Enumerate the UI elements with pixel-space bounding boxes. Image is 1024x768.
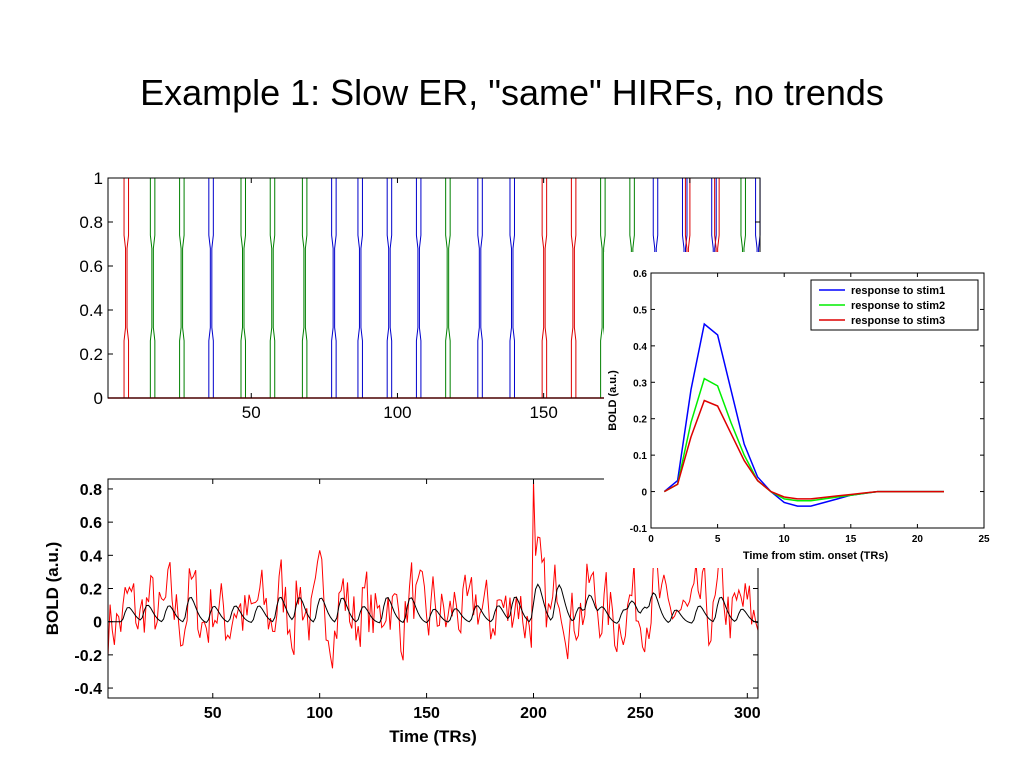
y-tick-label: 0 <box>93 615 102 632</box>
stimulus-spike <box>445 178 451 398</box>
inset-x-axis-label: Time from stim. onset (TRs) <box>743 550 889 562</box>
inset-y-axis-label: BOLD (a.u.) <box>607 370 619 431</box>
y-tick-label: 0.4 <box>80 548 102 565</box>
bold-series-group <box>108 480 758 669</box>
stimulus-spike <box>570 178 577 398</box>
y-tick-label: 0.6 <box>79 257 103 276</box>
stimulus-spike <box>269 178 276 398</box>
x-tick-label: 10 <box>779 534 791 545</box>
y-tick-label: 0.2 <box>633 415 647 426</box>
stimulus-spike <box>301 178 308 398</box>
y-tick-label: 0.3 <box>633 378 647 389</box>
y-tick-label: 0.5 <box>633 305 647 316</box>
y-tick-label: -0.4 <box>74 681 102 698</box>
stimulus-spike <box>179 178 185 398</box>
y-tick-label: 0.4 <box>633 342 647 353</box>
stimulus-spike <box>541 178 548 398</box>
stimulus-spike <box>240 178 246 398</box>
x-tick-label: 150 <box>413 705 440 722</box>
y-tick-label: -0.2 <box>74 648 102 665</box>
stimulus-spike <box>415 178 422 398</box>
y-tick-label: 0 <box>94 389 103 408</box>
stimulus-spike <box>208 178 214 398</box>
bold-model-line <box>108 583 758 624</box>
y-tick-label: 0.6 <box>633 269 647 280</box>
y-tick-label: 0.8 <box>80 482 102 499</box>
y-tick-label: 0.1 <box>633 451 647 462</box>
x-tick-label: 50 <box>242 403 261 422</box>
hrf-line-3 <box>663 399 944 500</box>
x-tick-label: 100 <box>383 403 411 422</box>
y-tick-label: 0.2 <box>79 345 103 364</box>
x-tick-label: 25 <box>978 534 990 545</box>
x-tick-label: 200 <box>520 705 547 722</box>
legend-label: response to stim3 <box>851 315 945 327</box>
x-axis-label: Time (TRs) <box>389 727 477 746</box>
x-tick-label: 5 <box>715 534 721 545</box>
stimulus-spike <box>331 178 337 398</box>
stimulus-spike <box>477 178 483 398</box>
slide-title: Example 1: Slow ER, "same" HIRFs, no tre… <box>140 72 884 113</box>
y-tick-label: 0.4 <box>79 301 103 320</box>
x-tick-label: 15 <box>845 534 857 545</box>
legend-label: response to stim1 <box>851 285 945 297</box>
y-tick-label: -0.1 <box>630 524 648 535</box>
inset-plot-frame <box>650 272 985 529</box>
bold-data-line <box>108 480 758 669</box>
inset-legend: response to stim1 response to stim2 respon… <box>810 279 979 331</box>
y-tick-label: 1 <box>94 169 103 188</box>
stimulus-spike <box>357 178 363 398</box>
x-tick-label: 150 <box>529 403 557 422</box>
y-axis-label: BOLD (a.u.) <box>43 542 62 636</box>
legend-label: response to stim2 <box>851 300 945 312</box>
x-tick-label: 20 <box>912 534 924 545</box>
y-tick-label: 0.6 <box>80 515 102 532</box>
stimulus-spike <box>386 178 393 398</box>
y-tick-label: 0.2 <box>80 582 102 599</box>
stimulus-spike <box>509 178 515 398</box>
stimulus-spike <box>149 178 156 398</box>
y-tick-label: 0 <box>641 488 647 499</box>
y-tick-label: 0.8 <box>79 213 103 232</box>
x-tick-label: 0 <box>648 534 654 545</box>
stimulus-spike <box>123 178 130 398</box>
x-tick-label: 250 <box>627 705 654 722</box>
bold-chart: -0.4-0.200.20.40.60.850 100 150 200 250 300Ti… <box>43 478 761 746</box>
x-tick-label: 100 <box>306 705 333 722</box>
x-tick-label: 50 <box>204 705 222 722</box>
x-tick-label: 300 <box>734 705 761 722</box>
